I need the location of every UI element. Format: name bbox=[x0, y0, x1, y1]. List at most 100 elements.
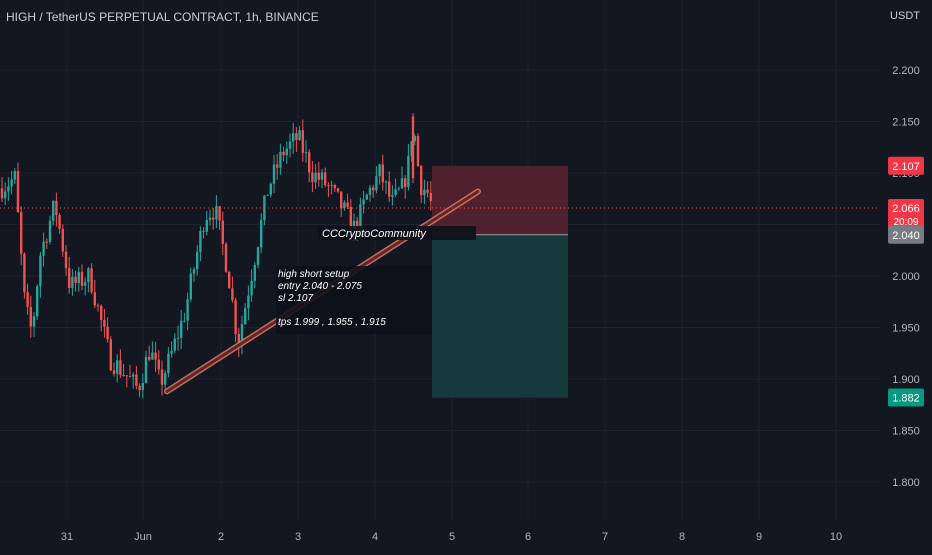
candle-body bbox=[215, 206, 218, 220]
setup-box bbox=[276, 266, 432, 334]
candle-body bbox=[272, 164, 276, 184]
candle-body bbox=[340, 191, 343, 209]
candle-body bbox=[16, 171, 20, 213]
candle-body bbox=[330, 185, 333, 187]
candles bbox=[0, 113, 432, 399]
stop-loss-label: 2.107 bbox=[892, 161, 920, 173]
candle-body bbox=[282, 151, 285, 156]
x-tick-label: 31 bbox=[61, 531, 73, 543]
x-tick-label: 2 bbox=[218, 531, 224, 543]
setup-line: entry 2.040 - 2.075 bbox=[278, 281, 362, 292]
candle-body bbox=[244, 308, 247, 325]
candle-body bbox=[135, 374, 138, 386]
price-labels: 2.107 2.066 20:09 2.040 1.882 bbox=[888, 156, 924, 407]
x-tick-label: 4 bbox=[372, 531, 378, 543]
candle-body bbox=[90, 268, 93, 293]
candle-body bbox=[109, 339, 112, 371]
candle-body bbox=[84, 282, 87, 286]
candle-body bbox=[218, 206, 221, 221]
candle-body bbox=[352, 220, 356, 232]
candle-body bbox=[276, 164, 279, 168]
candle-body bbox=[199, 230, 202, 252]
setup-line: sl 2.107 bbox=[278, 293, 313, 304]
take-profit-zone bbox=[432, 234, 568, 398]
candle-body bbox=[100, 305, 103, 321]
candle-body bbox=[122, 375, 125, 377]
candle-body bbox=[151, 352, 154, 360]
candle-body bbox=[103, 320, 106, 327]
candle-body bbox=[224, 243, 228, 272]
candle-body bbox=[362, 199, 365, 205]
candle-body bbox=[253, 264, 256, 281]
candle-body bbox=[45, 241, 48, 243]
y-tick-label: 1.900 bbox=[892, 374, 920, 386]
candle-body bbox=[192, 269, 196, 274]
y-tick-label: 2.200 bbox=[892, 65, 920, 77]
currency-label: USDT bbox=[890, 10, 920, 22]
candle-body bbox=[295, 133, 298, 141]
setup-line: tps 1.999 , 1.955 , 1.915 bbox=[278, 317, 386, 328]
candle-body bbox=[343, 202, 346, 209]
candle-body bbox=[327, 185, 330, 187]
candle-body bbox=[256, 247, 260, 265]
x-tick-label: 10 bbox=[830, 531, 842, 543]
candle-body bbox=[64, 251, 68, 269]
candle-body bbox=[317, 172, 320, 180]
candle-body bbox=[397, 188, 400, 190]
candle-body bbox=[119, 360, 122, 376]
x-tick-label: Jun bbox=[134, 531, 152, 543]
candle-body bbox=[77, 271, 80, 284]
candle-body bbox=[183, 320, 186, 322]
x-tick-label: 3 bbox=[295, 531, 301, 543]
candle-body bbox=[324, 172, 327, 186]
x-tick-label: 5 bbox=[449, 531, 455, 543]
candle-body bbox=[381, 164, 384, 183]
candle-body bbox=[333, 185, 336, 189]
candle-body bbox=[36, 286, 39, 317]
candle-body bbox=[13, 171, 16, 180]
candle-body bbox=[0, 188, 4, 199]
candle-body bbox=[29, 306, 32, 327]
candle-body bbox=[308, 152, 311, 173]
candle-body bbox=[141, 382, 144, 391]
candle-body bbox=[260, 220, 263, 248]
candle-body bbox=[269, 183, 272, 195]
countdown-label: 20:09 bbox=[893, 217, 918, 228]
candle-body bbox=[288, 141, 292, 149]
y-tick-label: 2.000 bbox=[892, 271, 920, 283]
candle-body bbox=[170, 350, 173, 354]
candle-body bbox=[221, 220, 224, 244]
candle-body bbox=[202, 230, 205, 232]
candle-body bbox=[320, 172, 324, 180]
candle-body bbox=[365, 194, 368, 200]
candle-body bbox=[10, 179, 13, 187]
candle-body bbox=[429, 192, 432, 202]
current-price-label: 2.066 bbox=[892, 203, 920, 215]
candle-body bbox=[87, 268, 90, 283]
watermark-box bbox=[318, 226, 476, 240]
candle-body bbox=[416, 136, 420, 167]
candle-body bbox=[39, 255, 42, 287]
stop-loss-badge bbox=[888, 156, 924, 175]
candle-body bbox=[231, 288, 234, 301]
candle-body bbox=[61, 228, 64, 252]
candle-body bbox=[23, 253, 26, 293]
position-zones bbox=[432, 165, 568, 398]
x-tick-label: 6 bbox=[525, 531, 531, 543]
candle-body bbox=[32, 316, 36, 327]
candle-body bbox=[26, 292, 29, 307]
candle-body bbox=[388, 181, 391, 197]
candle-body bbox=[116, 360, 119, 374]
entry-badge bbox=[888, 225, 924, 244]
candle-body bbox=[349, 206, 352, 232]
y-tick-label: 1.800 bbox=[892, 477, 920, 489]
candle-body bbox=[173, 338, 176, 351]
symbol-title: HIGH / TetherUS PERPETUAL CONTRACT, 1h, … bbox=[6, 10, 319, 24]
candle-body bbox=[400, 178, 404, 189]
target-label: 1.882 bbox=[892, 393, 920, 405]
candle-body bbox=[413, 136, 416, 142]
candle-body bbox=[228, 271, 231, 289]
